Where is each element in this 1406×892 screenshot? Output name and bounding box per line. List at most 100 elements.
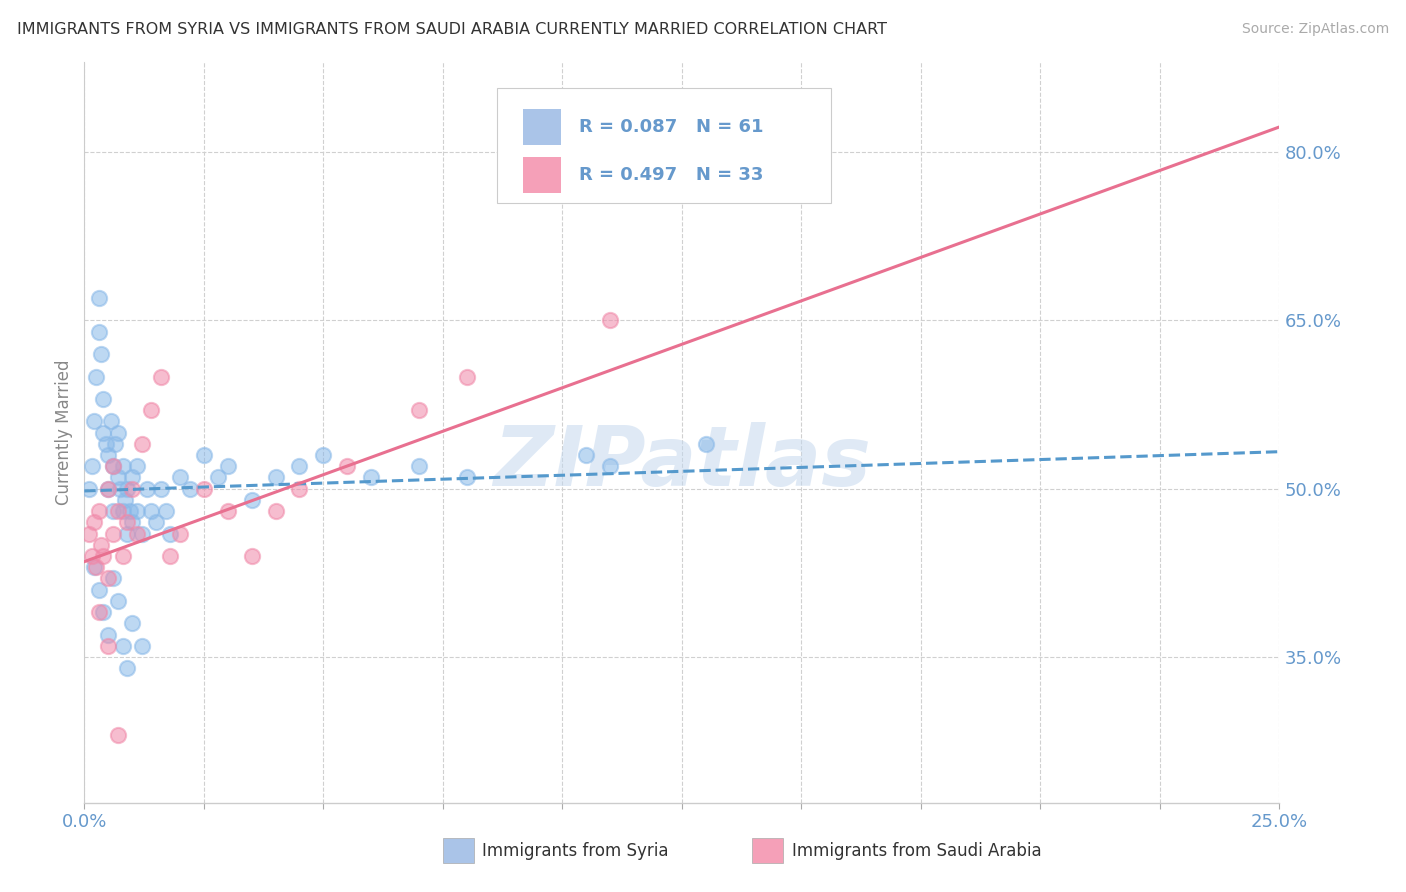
Point — [117, 516, 139, 530]
Point — [107, 425, 129, 440]
Point — [114, 492, 136, 507]
Point — [77, 526, 100, 541]
Point — [100, 414, 122, 428]
Point — [87, 325, 110, 339]
Point — [131, 639, 153, 653]
Point — [101, 459, 124, 474]
Point — [90, 347, 112, 361]
Point — [80, 459, 103, 474]
Point — [101, 459, 124, 474]
Point — [101, 504, 124, 518]
Point — [118, 504, 141, 518]
Point — [135, 482, 157, 496]
Point — [695, 437, 717, 451]
Point — [336, 459, 359, 474]
Point — [87, 605, 110, 619]
Point — [87, 291, 110, 305]
Point — [117, 661, 139, 675]
Text: Immigrants from Saudi Arabia: Immigrants from Saudi Arabia — [792, 842, 1042, 860]
Point — [93, 605, 115, 619]
Point — [111, 549, 134, 563]
Point — [93, 392, 115, 406]
Point — [456, 369, 478, 384]
FancyBboxPatch shape — [523, 109, 561, 145]
Text: Source: ZipAtlas.com: Source: ZipAtlas.com — [1241, 22, 1389, 37]
Point — [117, 482, 139, 496]
Point — [288, 482, 311, 496]
Point — [288, 459, 311, 474]
Text: R = 0.497   N = 33: R = 0.497 N = 33 — [579, 166, 763, 184]
Point — [86, 369, 108, 384]
Point — [87, 582, 110, 597]
Point — [111, 639, 134, 653]
Point — [264, 470, 287, 484]
Point — [169, 526, 191, 541]
Point — [145, 516, 167, 530]
Point — [599, 313, 621, 327]
FancyBboxPatch shape — [496, 88, 831, 203]
Point — [125, 504, 148, 518]
Point — [121, 470, 143, 484]
Point — [312, 448, 335, 462]
Point — [155, 504, 177, 518]
Point — [599, 459, 621, 474]
Point — [207, 470, 229, 484]
Point — [125, 459, 148, 474]
Point — [83, 560, 105, 574]
Point — [217, 459, 239, 474]
Point — [125, 526, 148, 541]
Point — [80, 549, 103, 563]
Point — [141, 403, 163, 417]
Point — [217, 504, 239, 518]
Point — [94, 437, 117, 451]
Point — [111, 504, 134, 518]
Point — [97, 482, 120, 496]
Point — [117, 526, 139, 541]
Point — [456, 470, 478, 484]
Point — [93, 549, 115, 563]
Text: ZIPatlas: ZIPatlas — [494, 422, 870, 503]
Point — [101, 526, 124, 541]
Point — [107, 729, 129, 743]
Point — [360, 470, 382, 484]
Point — [149, 482, 172, 496]
Point — [193, 482, 215, 496]
Point — [97, 571, 120, 585]
Point — [121, 482, 143, 496]
Point — [83, 516, 105, 530]
Point — [104, 437, 127, 451]
Y-axis label: Currently Married: Currently Married — [55, 359, 73, 506]
Point — [93, 425, 115, 440]
Point — [83, 414, 105, 428]
Point — [575, 448, 598, 462]
Point — [240, 492, 263, 507]
FancyBboxPatch shape — [523, 157, 561, 193]
Point — [107, 470, 129, 484]
Point — [141, 504, 163, 518]
Point — [159, 526, 181, 541]
Point — [107, 594, 129, 608]
Point — [77, 482, 100, 496]
Point — [121, 616, 143, 631]
Point — [97, 482, 120, 496]
Point — [101, 571, 124, 585]
Point — [111, 459, 134, 474]
Point — [97, 448, 120, 462]
Text: Immigrants from Syria: Immigrants from Syria — [482, 842, 669, 860]
Point — [86, 560, 108, 574]
Point — [131, 437, 153, 451]
Point — [121, 516, 143, 530]
Point — [159, 549, 181, 563]
Point — [169, 470, 191, 484]
Point — [110, 482, 132, 496]
Point — [87, 504, 110, 518]
Point — [107, 504, 129, 518]
Point — [264, 504, 287, 518]
Point — [408, 459, 430, 474]
Point — [97, 627, 120, 641]
Point — [179, 482, 201, 496]
Point — [193, 448, 215, 462]
Point — [149, 369, 172, 384]
Text: R = 0.087   N = 61: R = 0.087 N = 61 — [579, 118, 763, 136]
Text: IMMIGRANTS FROM SYRIA VS IMMIGRANTS FROM SAUDI ARABIA CURRENTLY MARRIED CORRELAT: IMMIGRANTS FROM SYRIA VS IMMIGRANTS FROM… — [17, 22, 887, 37]
